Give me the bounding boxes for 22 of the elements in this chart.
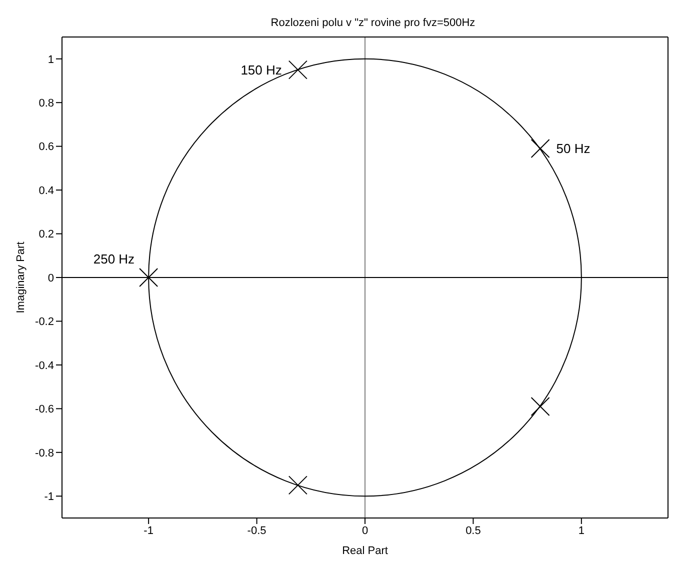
y-axis-title: Imaginary Part [14, 242, 27, 314]
x-tick-label: -0.5 [247, 524, 266, 537]
annotation: 150 Hz [240, 62, 282, 78]
y-tick-label: 0.4 [38, 184, 54, 197]
y-tick-label: 0.6 [38, 141, 54, 154]
y-tick-label: 0.2 [38, 228, 54, 241]
y-tick-label: 1 [48, 54, 54, 66]
chart-title: Rozlozeni polu v "z" rovine pro fvz=500Hz [270, 17, 476, 29]
x-axis-title: Real Part [342, 545, 388, 557]
x-tick-label: 0.5 [466, 524, 481, 537]
y-tick-label: -1 [44, 491, 54, 504]
y-tick-label: -0.4 [35, 360, 54, 372]
y-tick-label: -0.8 [35, 447, 54, 460]
x-tick-label: 0 [362, 524, 368, 537]
y-tick-label: 0.8 [38, 97, 54, 110]
y-tick-label: 0 [48, 272, 54, 284]
annotation: 250 Hz [93, 252, 135, 266]
annotation: 50 Hz [556, 141, 590, 156]
x-tick-label: -1 [144, 524, 154, 537]
y-tick-label: -0.6 [35, 404, 54, 416]
x-tick-label: 1 [578, 524, 584, 537]
y-tick-label: -0.2 [35, 316, 54, 328]
